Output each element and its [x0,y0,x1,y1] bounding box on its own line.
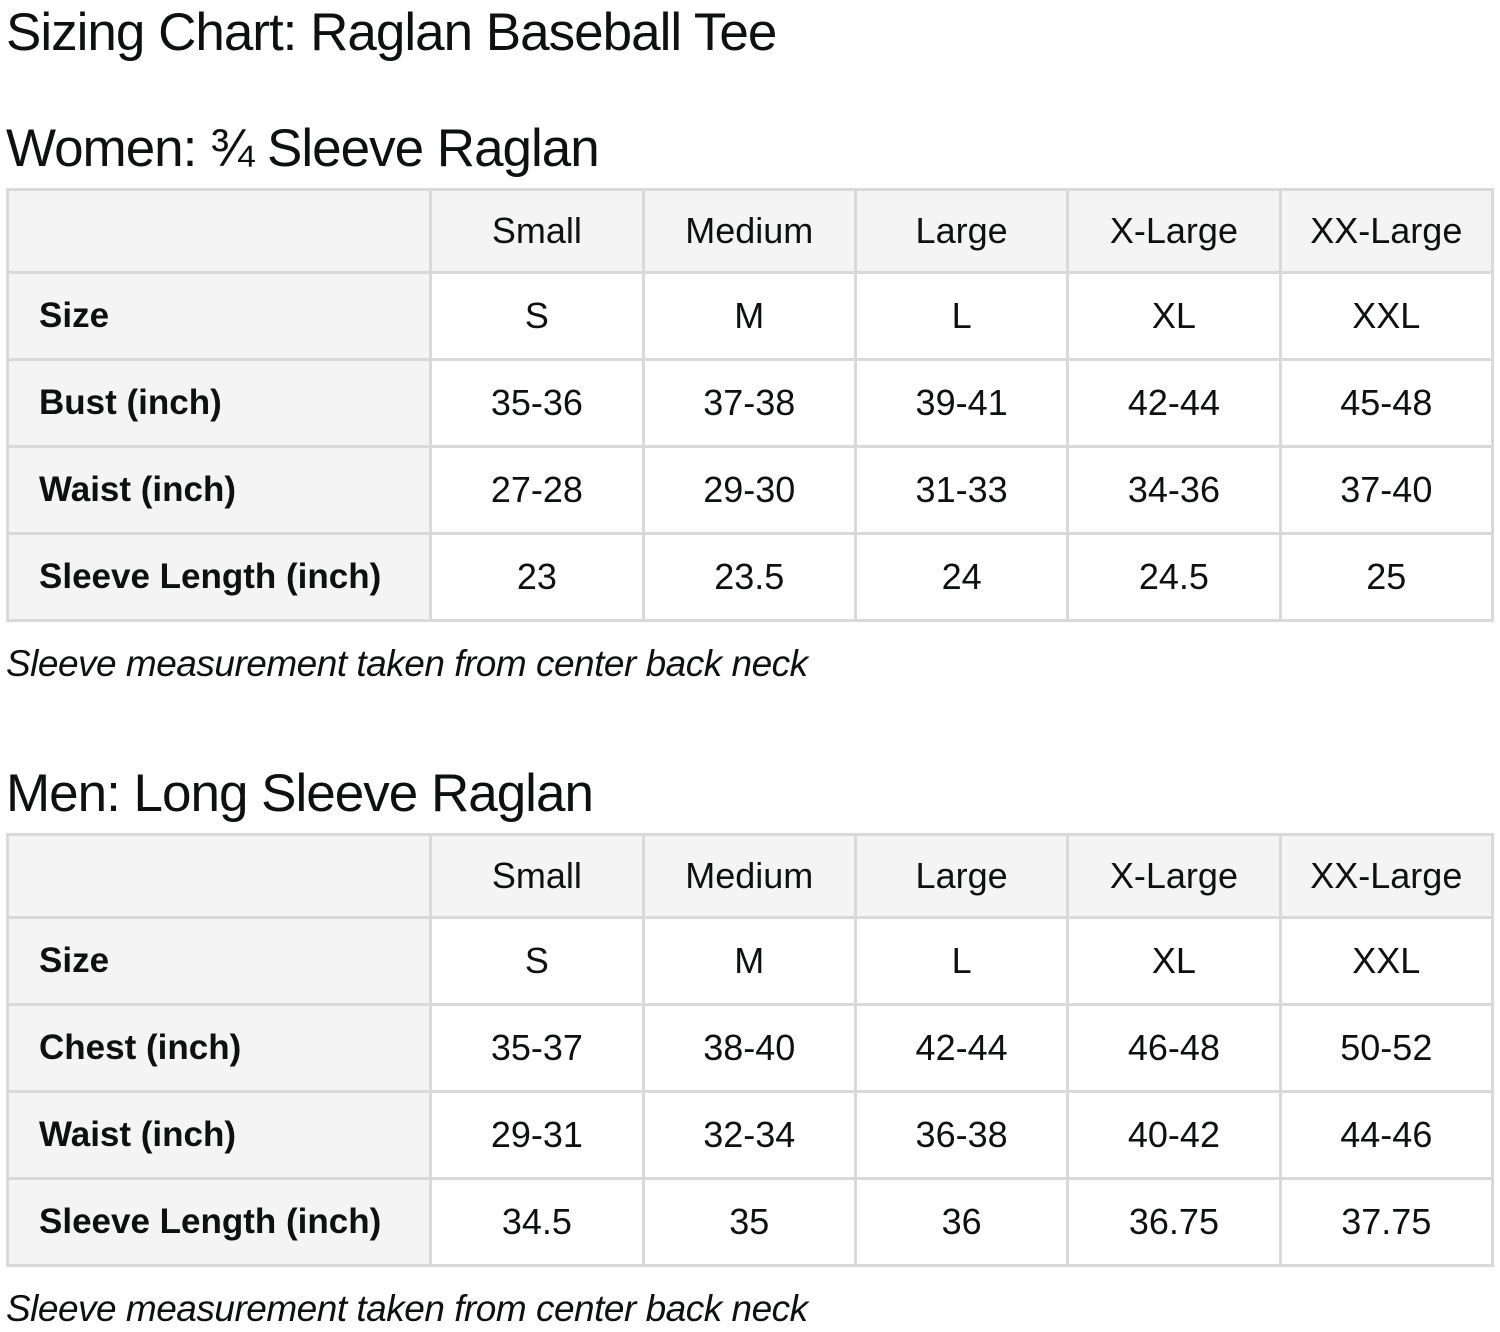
column-header-xxlarge: XX-Large [1278,833,1495,920]
row-label: Waist (inch) [5,444,433,535]
row-label: Bust (inch) [5,357,433,448]
table-cell: 34-36 [1066,444,1282,535]
table-cell: XXL [1278,270,1495,361]
table-row-size: Size S M L XL XXL [5,270,1495,361]
row-label: Size [5,916,433,1007]
table-cell: 50-52 [1278,1003,1495,1094]
table-cell: 35 [641,1177,857,1268]
table-cell: 37-40 [1278,444,1495,535]
table-cell: 45-48 [1278,357,1495,448]
table-cell: 39-41 [853,357,1070,448]
corner-cell [5,833,433,920]
table-row-size: Size S M L XL XXL [5,916,1495,1007]
table-cell: 34.5 [429,1177,645,1268]
row-label: Chest (inch) [5,1003,433,1094]
table-cell: 29-31 [429,1090,645,1181]
corner-cell [5,187,433,274]
table-cell: 36-38 [853,1090,1070,1181]
table-cell: 36 [853,1177,1070,1268]
column-header-small: Small [429,187,645,274]
table-cell: 37.75 [1278,1177,1495,1268]
section-heading-men: Men: Long Sleeve Raglan [6,764,594,824]
table-cell: L [853,916,1070,1007]
sleeve-measurement-note: Sleeve measurement taken from center bac… [6,1288,808,1330]
table-cell: 29-30 [641,444,857,535]
table-cell: XL [1066,916,1282,1007]
table-cell: 25 [1278,531,1495,622]
men-sizing-table: Small Medium Large X-Large XX-Large Size… [5,833,1495,1268]
section-heading-women: Women: ¾ Sleeve Raglan [6,118,600,178]
table-cell: M [641,916,857,1007]
table-cell: M [641,270,857,361]
header-row: Small Medium Large X-Large XX-Large [5,187,1495,274]
table-row-waist: Waist (inch) 29-31 32-34 36-38 40-42 44-… [5,1090,1495,1181]
table-cell: 23.5 [641,531,857,622]
table-cell: 32-34 [641,1090,857,1181]
row-label: Sleeve Length (inch) [5,1177,433,1268]
table-cell: 44-46 [1278,1090,1495,1181]
page-title: Sizing Chart: Raglan Baseball Tee [6,3,777,62]
table-row-sleeve-length: Sleeve Length (inch) 34.5 35 36 36.75 37… [5,1177,1495,1268]
table-cell: L [853,270,1070,361]
table-cell: 35-37 [429,1003,645,1094]
table-cell: 35-36 [429,357,645,448]
column-header-large: Large [853,833,1070,920]
table-cell: 37-38 [641,357,857,448]
row-label: Waist (inch) [5,1090,433,1181]
column-header-xxlarge: XX-Large [1278,187,1495,274]
table-cell: XXL [1278,916,1495,1007]
table-cell: S [429,916,645,1007]
table-cell: S [429,270,645,361]
women-sizing-table: Small Medium Large X-Large XX-Large Size… [5,187,1495,622]
table-cell: 38-40 [641,1003,857,1094]
column-header-xlarge: X-Large [1066,187,1282,274]
column-header-large: Large [853,187,1070,274]
column-header-small: Small [429,833,645,920]
table-cell: 42-44 [1066,357,1282,448]
table-row-bust: Bust (inch) 35-36 37-38 39-41 42-44 45-4… [5,357,1495,448]
table-cell: XL [1066,270,1282,361]
row-label: Sleeve Length (inch) [5,531,433,622]
sleeve-measurement-note: Sleeve measurement taken from center bac… [6,642,808,684]
men-section: Men: Long Sleeve Raglan Small Medium Lar… [5,764,1495,1331]
column-header-medium: Medium [641,187,857,274]
table-row-chest: Chest (inch) 35-37 38-40 42-44 46-48 50-… [5,1003,1495,1094]
table-cell: 27-28 [429,444,645,535]
table-cell: 46-48 [1066,1003,1282,1094]
header-row: Small Medium Large X-Large XX-Large [5,833,1495,920]
table-cell: 24.5 [1066,531,1282,622]
table-cell: 36.75 [1066,1177,1282,1268]
table-cell: 23 [429,531,645,622]
column-header-xlarge: X-Large [1066,833,1282,920]
row-label: Size [5,270,433,361]
table-row-sleeve-length: Sleeve Length (inch) 23 23.5 24 24.5 25 [5,531,1495,622]
table-cell: 24 [853,531,1070,622]
table-cell: 42-44 [853,1003,1070,1094]
column-header-medium: Medium [641,833,857,920]
table-cell: 40-42 [1066,1090,1282,1181]
women-section: Women: ¾ Sleeve Raglan Small Medium Larg… [5,118,1495,686]
table-row-waist: Waist (inch) 27-28 29-30 31-33 34-36 37-… [5,444,1495,535]
table-cell: 31-33 [853,444,1070,535]
